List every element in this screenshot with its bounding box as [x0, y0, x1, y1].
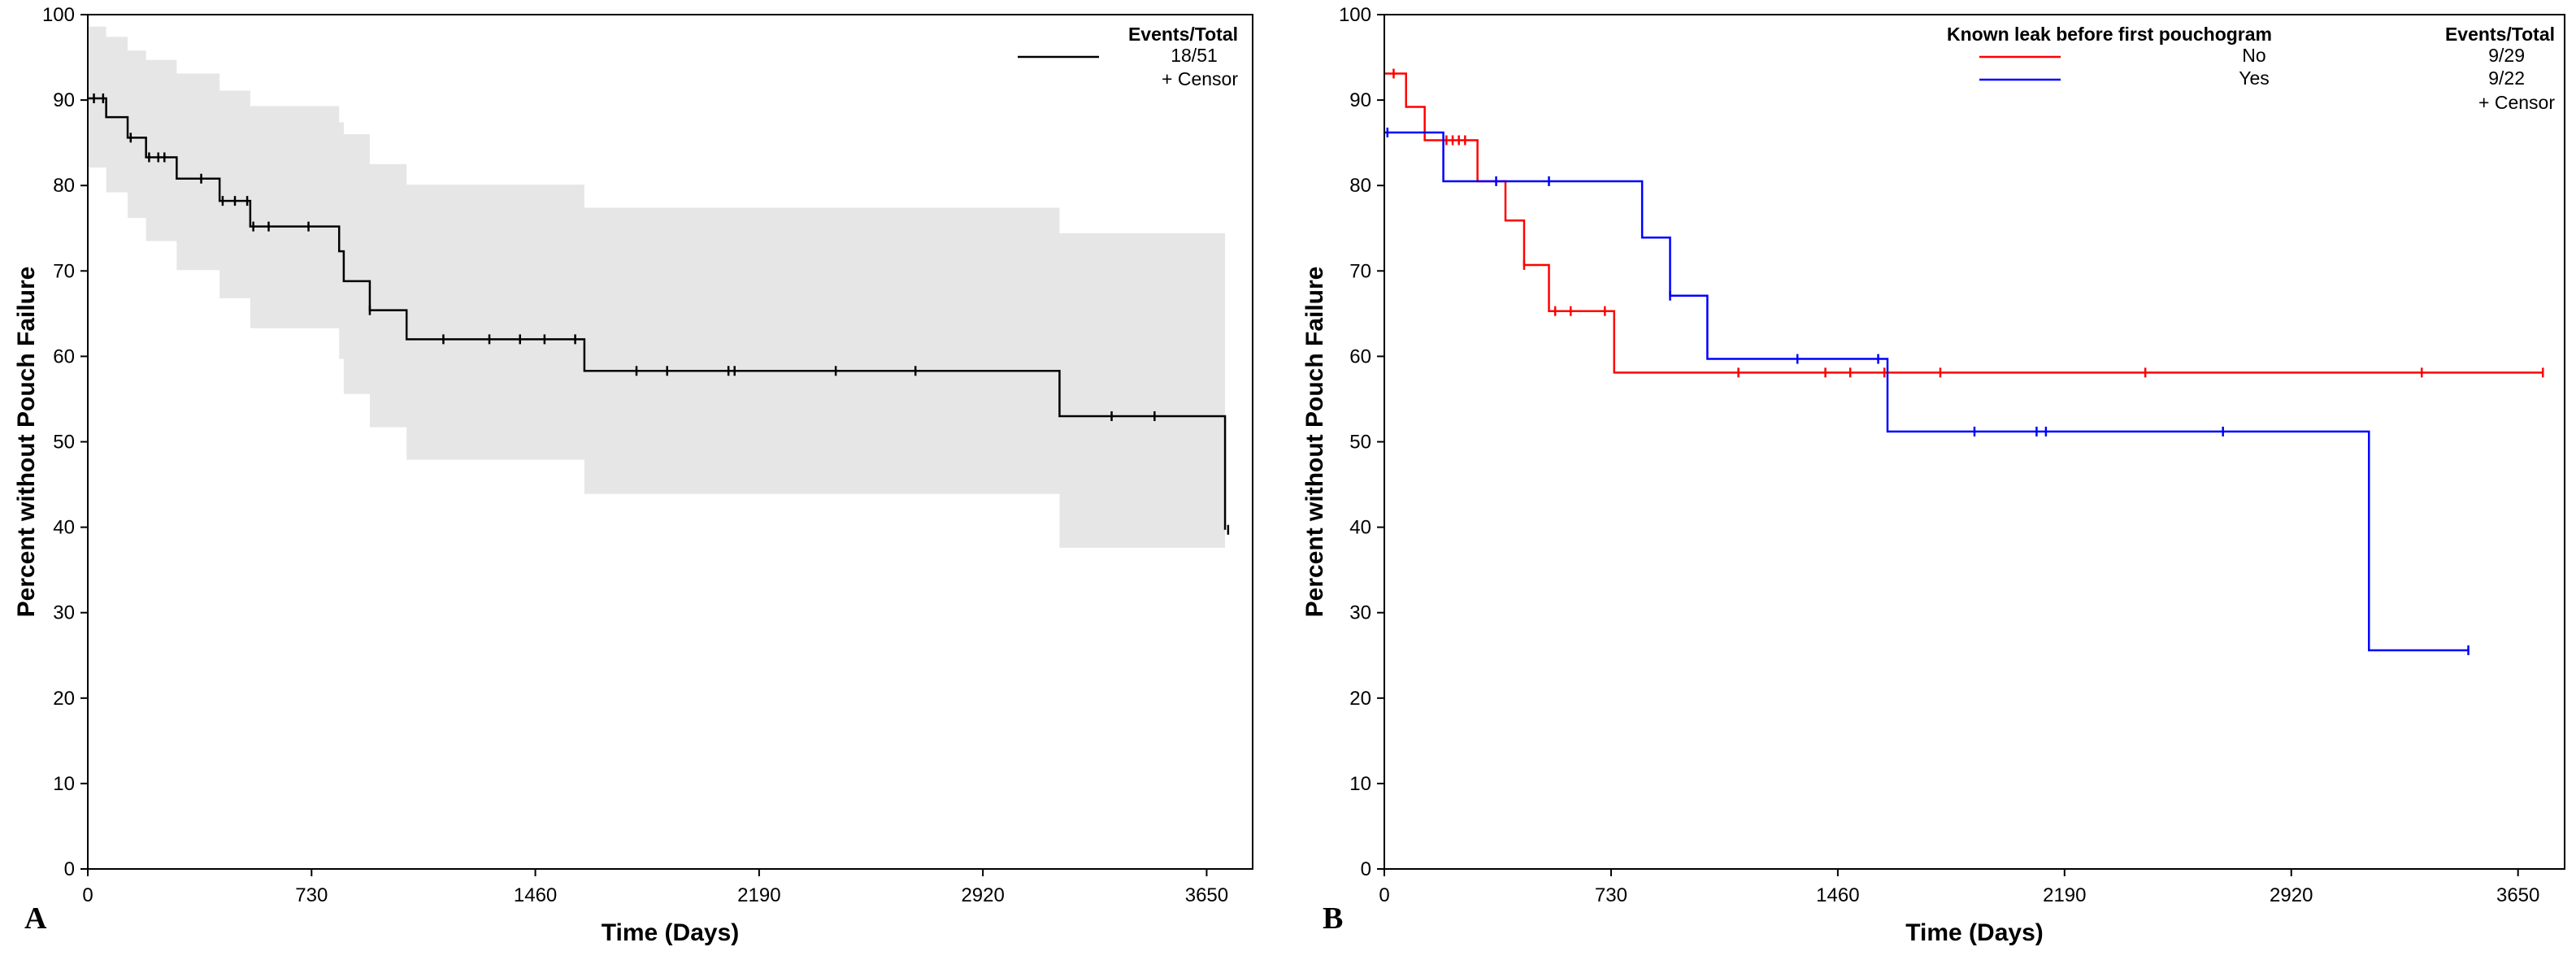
x-axis-title-a: Time (Days): [602, 919, 740, 946]
x-tick-label: 1460: [1816, 884, 1859, 906]
y-tick-label: 10: [1349, 773, 1371, 795]
x-tick-label: 0: [82, 884, 93, 906]
y-tick-label: 20: [1349, 688, 1371, 710]
legend-censor-a: + Censor: [1162, 68, 1238, 89]
legend-censor-b: + Censor: [2478, 92, 2555, 113]
x-tick-label: 730: [1595, 884, 1627, 906]
x-tick-label: 2190: [2043, 884, 2086, 906]
x-tick-label: 2920: [2270, 884, 2313, 906]
x-tick-label: 3650: [2496, 884, 2539, 906]
legend-group-header-b: Known leak before first pouchogram: [1947, 24, 2272, 45]
survival-lines-a: [88, 97, 1227, 530]
legend-name-yes: Yes: [2239, 67, 2270, 89]
censor-marks-b: [1386, 68, 2544, 655]
y-tick-label: 30: [1349, 602, 1371, 624]
y-tick-label: 10: [53, 773, 75, 795]
y-axis-ticks-a: 0 10 20 30 40 50 60 70 80 90 100: [42, 4, 88, 880]
x-tick-label: 730: [295, 884, 328, 906]
y-axis-ticks-b: 0 10 20 30 40 50 60 70 80 90 100: [1339, 4, 1384, 880]
legend-a: Events/Total 18/51 + Censor: [1018, 24, 1238, 89]
y-tick-label: 50: [53, 432, 75, 454]
legend-header-a: Events/Total: [1128, 24, 1238, 45]
x-tick-label: 0: [1379, 884, 1389, 906]
x-axis-ticks-a: 0 730 1460 2190 2920 3650: [82, 869, 1228, 906]
y-tick-label: 90: [1349, 89, 1371, 111]
legend-value-no: 9/29: [2488, 45, 2525, 66]
y-axis-title-b: Percent without Pouch Failure: [1301, 267, 1328, 618]
x-tick-label: 3650: [1185, 884, 1228, 906]
x-axis-ticks-b: 0 730 1460 2190 2920 3650: [1379, 869, 2539, 906]
survival-line-yes: [1384, 131, 2469, 652]
panel-a-chart: 0 730 1460 2190 2920 3650 0 10 20 30 40 50 60 70 80 90…: [13, 4, 1253, 946]
y-tick-label: 0: [1361, 858, 1371, 880]
y-tick-label: 80: [53, 175, 75, 197]
km-chart-a: 0 730 1460 2190 2920 3650 0 10 20 30 40 50 60 70 80 90…: [13, 4, 1253, 946]
y-tick-label: 70: [1349, 260, 1371, 282]
x-axis-title-b: Time (Days): [1905, 919, 2044, 946]
ci-band: [88, 26, 1226, 695]
y-axis-title-a: Percent without Pouch Failure: [13, 267, 40, 618]
legend-value-yes: 9/22: [2488, 67, 2525, 89]
plot-frame-b: [1384, 14, 2565, 870]
legend-name-no: No: [2242, 45, 2265, 66]
x-tick-label: 2920: [961, 884, 1004, 906]
y-tick-label: 90: [53, 89, 75, 111]
km-chart-b: 0 730 1460 2190 2920 3650 0 10 20 30 40 50 60 70 80 90…: [1301, 4, 2565, 946]
y-tick-label: 100: [1339, 4, 1371, 26]
y-tick-label: 100: [42, 4, 75, 26]
y-tick-label: 40: [53, 517, 75, 539]
y-tick-label: 80: [1349, 175, 1371, 197]
y-tick-label: 60: [1349, 345, 1371, 367]
legend-value-header-b: Events/Total: [2445, 24, 2555, 45]
panel-letter-b: B: [1323, 901, 1343, 936]
legend-b: Known leak before first pouchogram Event…: [1947, 24, 2555, 113]
survival-line: [88, 97, 1227, 530]
confidence-band-a: [88, 26, 1226, 695]
legend-value-a: 18/51: [1171, 45, 1218, 66]
panel-letter-a: A: [24, 901, 47, 936]
y-tick-label: 20: [53, 688, 75, 710]
survival-line-no: [1384, 72, 2543, 374]
x-tick-label: 2190: [737, 884, 780, 906]
y-tick-label: 0: [64, 858, 75, 880]
y-tick-label: 30: [53, 602, 75, 624]
y-tick-label: 40: [1349, 517, 1371, 539]
x-tick-label: 1460: [514, 884, 557, 906]
y-tick-label: 60: [53, 345, 75, 367]
y-tick-label: 70: [53, 260, 75, 282]
survival-lines-b: [1384, 72, 2543, 652]
y-tick-label: 50: [1349, 432, 1371, 454]
censor-marks-a: [93, 93, 1230, 535]
panel-b-chart: 0 730 1460 2190 2920 3650 0 10 20 30 40 50 60 70 80 90…: [1288, 0, 2576, 960]
